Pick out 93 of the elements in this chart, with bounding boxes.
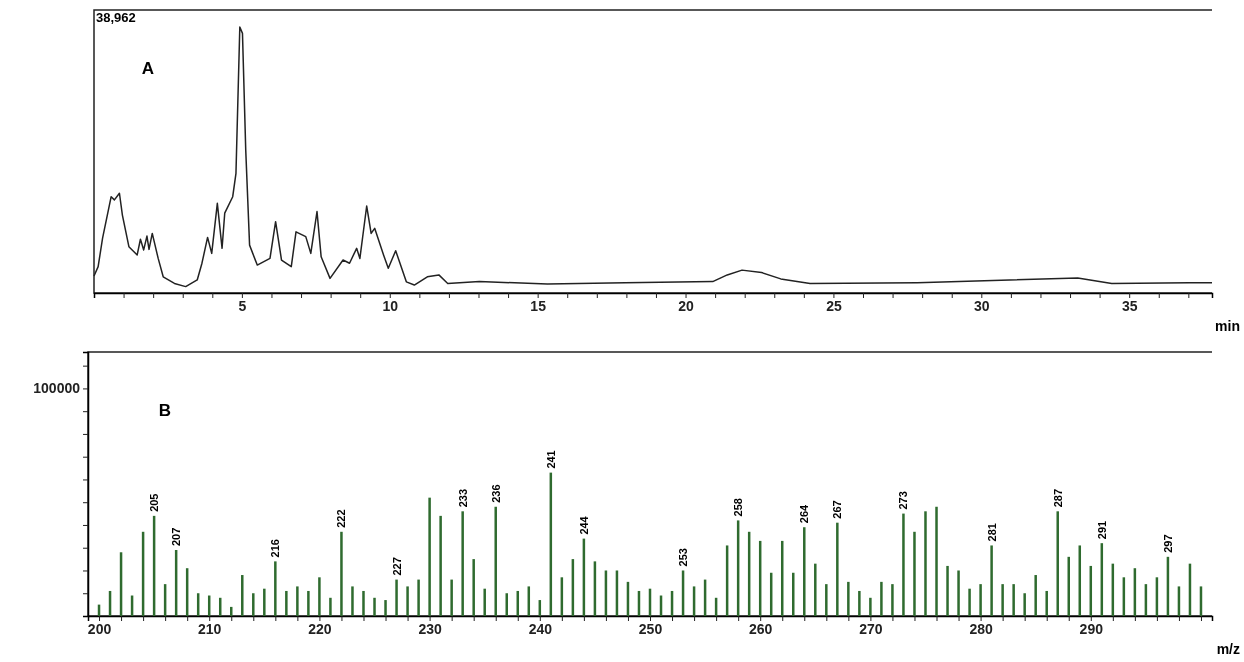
annotation: 258 [732, 498, 745, 517]
bar [990, 545, 993, 616]
x-tick-label: 20 [678, 297, 695, 314]
annotation: 222 [335, 509, 348, 528]
x-axis-title: min [1215, 318, 1240, 334]
annotation: 264 [798, 504, 811, 524]
annotation: 267 [831, 500, 844, 519]
annotation: 207 [170, 527, 183, 546]
annotation: 236 [489, 484, 502, 503]
bar [792, 572, 795, 616]
annotation: 205 [148, 493, 161, 512]
bar [1034, 575, 1037, 616]
annotation: 291 [1095, 520, 1108, 540]
bar [1012, 584, 1015, 616]
bar [373, 597, 376, 616]
x-tick-label: 220 [308, 620, 332, 637]
bar [230, 606, 233, 616]
bar [902, 513, 905, 616]
x-tick-label: 240 [528, 620, 553, 637]
bar [1023, 593, 1026, 616]
x-tick-label: 25 [826, 297, 842, 314]
x-tick-label: 270 [859, 620, 883, 637]
bar [296, 586, 299, 616]
bar [439, 515, 442, 616]
bar [924, 511, 927, 616]
bar [307, 590, 310, 616]
x-tick-label: 280 [969, 620, 993, 637]
bar [274, 561, 277, 616]
x-tick-label: 5 [238, 297, 247, 314]
annotation: 233 [456, 488, 469, 508]
annotation: 273 [897, 491, 910, 510]
bar [483, 588, 486, 616]
bar [968, 588, 971, 616]
bar [847, 581, 850, 616]
bar [450, 579, 453, 616]
bar [836, 522, 839, 616]
bar [1045, 590, 1048, 616]
text: 38,962 [96, 10, 136, 25]
bar [1001, 584, 1004, 616]
bar [351, 586, 354, 616]
bar [880, 581, 883, 616]
bar [869, 597, 872, 616]
bar [395, 579, 398, 616]
bar [318, 577, 321, 616]
annotation: 281 [985, 523, 998, 542]
bar [913, 531, 916, 616]
bar [384, 600, 387, 616]
annotation: 227 [390, 557, 403, 576]
bar [252, 593, 255, 616]
annotation: 297 [1161, 534, 1174, 553]
x-axis-title: m/z [1216, 641, 1240, 657]
bar [329, 597, 332, 616]
x-tick-label: 15 [530, 297, 547, 314]
bar [979, 584, 982, 616]
bar [461, 511, 464, 616]
bar [241, 575, 244, 616]
bar [428, 497, 431, 616]
bar [1056, 511, 1059, 616]
bar [417, 579, 420, 616]
annotation: B [158, 401, 172, 420]
x-tick-label: 30 [974, 297, 990, 314]
x-tick-label: 290 [1079, 620, 1104, 637]
bar [1067, 556, 1070, 616]
bar [285, 590, 288, 616]
x-tick-label: 230 [418, 620, 442, 637]
bar [935, 506, 938, 616]
x-tick-label: 250 [638, 620, 663, 637]
bar [505, 593, 508, 616]
annotation: 216 [269, 539, 282, 558]
bar [340, 531, 343, 616]
x-tick-label: 200 [87, 620, 112, 637]
bar [263, 588, 266, 616]
bar [891, 584, 894, 616]
bar [957, 570, 960, 616]
bar [362, 590, 365, 616]
bar [494, 506, 497, 616]
y-tick-label: 100000 [33, 380, 81, 397]
bar [858, 590, 861, 616]
annotation: A [141, 59, 155, 78]
bar [825, 584, 828, 616]
annotation: 253 [677, 548, 690, 567]
bar [946, 565, 949, 616]
x-tick-label: 10 [382, 297, 399, 314]
bar [472, 559, 475, 616]
bar [803, 527, 806, 616]
bar [406, 586, 409, 616]
bar [814, 563, 817, 616]
x-tick-label: 260 [749, 620, 773, 637]
annotation: 287 [1051, 488, 1064, 508]
x-tick-label: 210 [198, 620, 222, 637]
x-tick-label: 35 [1121, 297, 1138, 314]
annotation: 241 [544, 450, 557, 469]
annotation: 244 [577, 515, 590, 535]
